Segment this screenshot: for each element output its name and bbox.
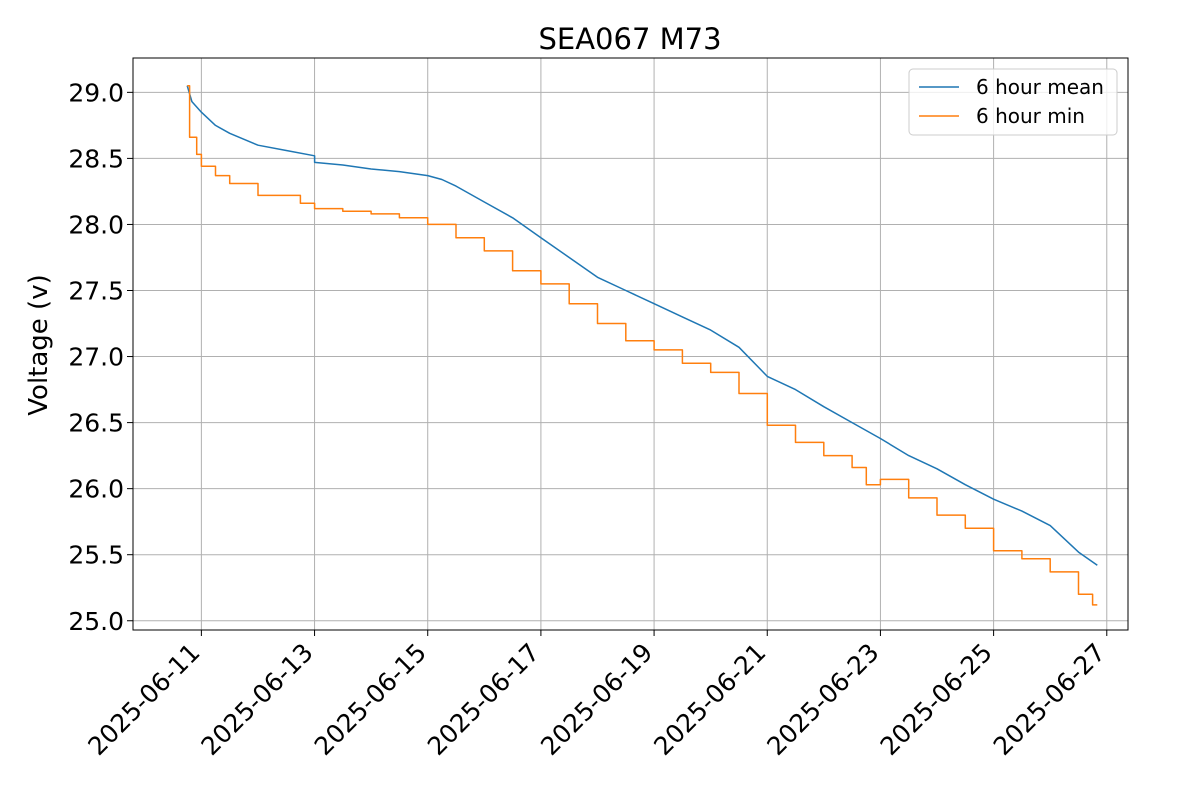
y-tick-label: 28.5	[68, 144, 124, 173]
series-line-6-hour-mean	[186, 85, 1098, 566]
series-line-6-hour-min	[187, 84, 1098, 606]
x-tick-label: 2025-06-13	[196, 638, 319, 761]
series-group	[186, 84, 1098, 606]
x-tick-label: 2025-06-27	[988, 638, 1111, 761]
y-axis-label: Voltage (v)	[24, 274, 54, 415]
plot-frame	[132, 57, 1129, 631]
y-tick-label: 25.5	[68, 541, 124, 570]
grid	[133, 58, 1128, 630]
x-tick-label: 2025-06-19	[535, 638, 658, 761]
y-tick-label: 25.0	[68, 607, 124, 636]
x-tick-label: 2025-06-11	[82, 638, 205, 761]
chart-title: SEA067 M73	[538, 22, 721, 56]
x-tick-label: 2025-06-17	[422, 638, 545, 761]
x-tick-label: 2025-06-23	[761, 638, 884, 761]
legend-box	[908, 68, 1118, 136]
legend: 6 hour mean 6 hour min	[908, 68, 1118, 136]
y-tick-label: 29.0	[68, 78, 124, 107]
y-tick-label: 26.0	[68, 475, 124, 504]
y-tick-label: 27.5	[68, 276, 124, 305]
y-tick-label: 28.0	[68, 210, 124, 239]
x-tick-label: 2025-06-21	[648, 638, 771, 761]
legend-label-min: 6 hour min	[976, 104, 1085, 128]
y-tick-label: 27.0	[68, 343, 124, 372]
legend-label-mean: 6 hour mean	[976, 75, 1104, 99]
x-tick-label: 2025-06-25	[875, 638, 998, 761]
axis-ticks: 25.0 25.5 26.0 26.5 27.0 27.5 28.0 28.5 29.0 2025…	[68, 78, 1111, 761]
y-tick-label: 26.5	[68, 409, 124, 438]
x-tick-label: 2025-06-15	[309, 638, 432, 761]
